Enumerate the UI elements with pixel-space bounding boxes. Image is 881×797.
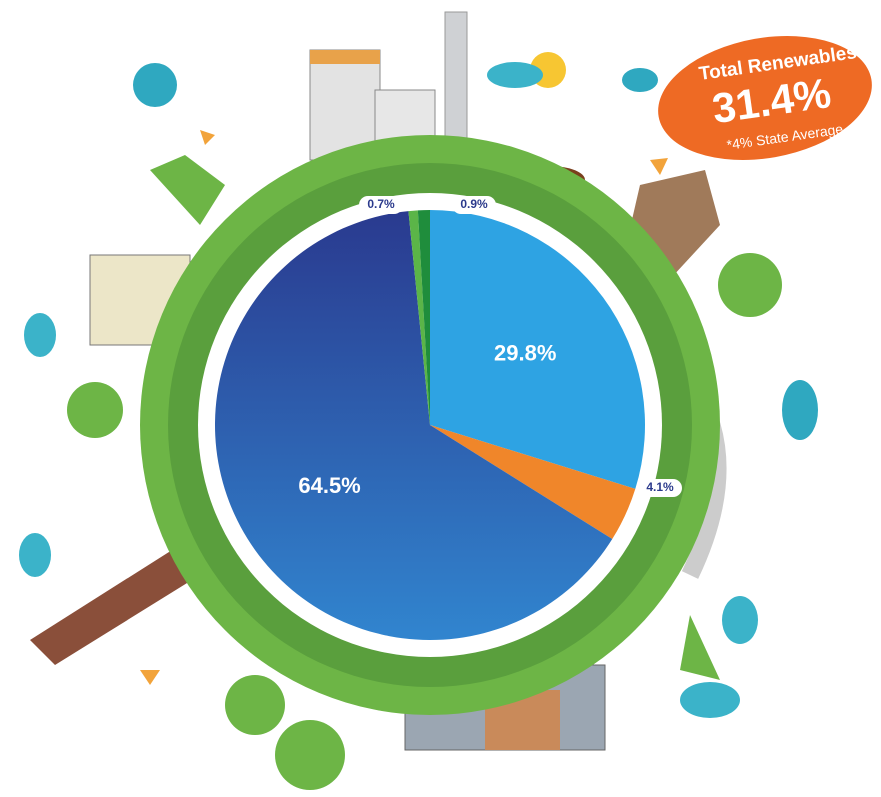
badge: Total Renewables 31.4% *4% State Average xyxy=(648,20,881,176)
data-label: 0.7% xyxy=(367,197,395,211)
chart: 29.8% 4.1% 64.5% 0.7% 0.9% Total Renewables … xyxy=(0,0,881,797)
data-label: 64.5% xyxy=(298,473,360,498)
data-label: 4.1% xyxy=(646,480,674,494)
data-label: 29.8% xyxy=(494,341,556,366)
data-label: 0.9% xyxy=(460,197,488,211)
